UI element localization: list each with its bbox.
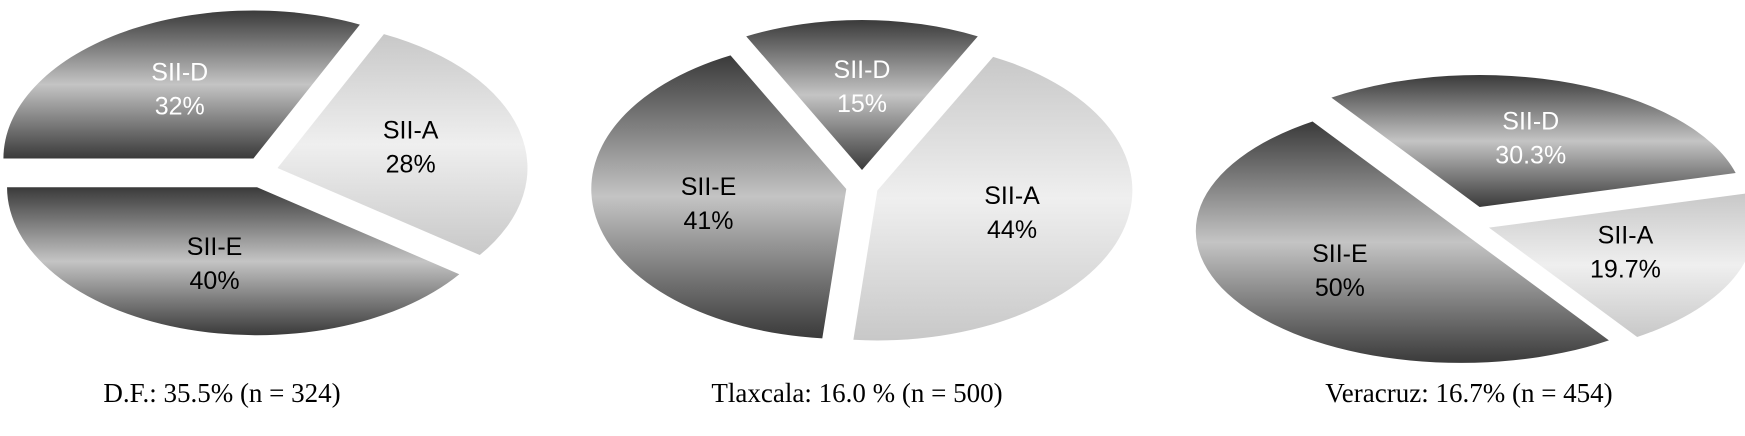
slice-value-label: 40% [190, 267, 240, 295]
pie-slice [3, 10, 360, 159]
slice-value-label: 32% [155, 92, 205, 120]
pie-slice [1195, 121, 1609, 363]
slice-label: SII-D [1502, 108, 1559, 136]
pie-slice [853, 56, 1133, 341]
slice-label: SII-D [834, 56, 891, 84]
pie-slice [591, 55, 847, 339]
chart-title: Veracruz: 16.7% (n = 454) [1325, 378, 1612, 408]
pie-slice [1331, 75, 1736, 208]
slice-label: SII-E [681, 173, 737, 201]
pie-slice [1488, 193, 1745, 338]
chart-title: Tlaxcala: 16.0 % (n = 500) [711, 378, 1002, 408]
pie-slice [277, 34, 528, 256]
slice-label: SII-D [151, 58, 208, 86]
slice-value-label: 28% [386, 150, 436, 178]
slice-value-label: 41% [683, 207, 733, 235]
slice-value-label: 15% [837, 90, 887, 118]
slice-label: SII-A [984, 182, 1040, 210]
slice-value-label: 44% [987, 216, 1037, 244]
slice-value-label: 50% [1315, 274, 1365, 302]
slice-value-label: 30.3% [1495, 142, 1566, 170]
slice-label: SII-A [383, 116, 439, 144]
slice-label: SII-A [1598, 222, 1654, 250]
pie-slice [746, 20, 978, 170]
chart-title: D.F.: 35.5% (n = 324) [103, 378, 340, 408]
slice-value-label: 19.7% [1590, 256, 1661, 284]
slice-label: SII-E [1312, 240, 1368, 268]
slice-label: SII-E [187, 233, 243, 261]
pie-slice [7, 187, 460, 336]
